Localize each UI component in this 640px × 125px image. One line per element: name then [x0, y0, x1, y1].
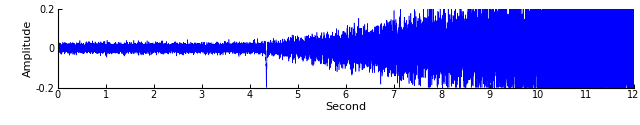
Y-axis label: Amplitude: Amplitude [23, 20, 33, 77]
X-axis label: Second: Second [325, 102, 366, 112]
